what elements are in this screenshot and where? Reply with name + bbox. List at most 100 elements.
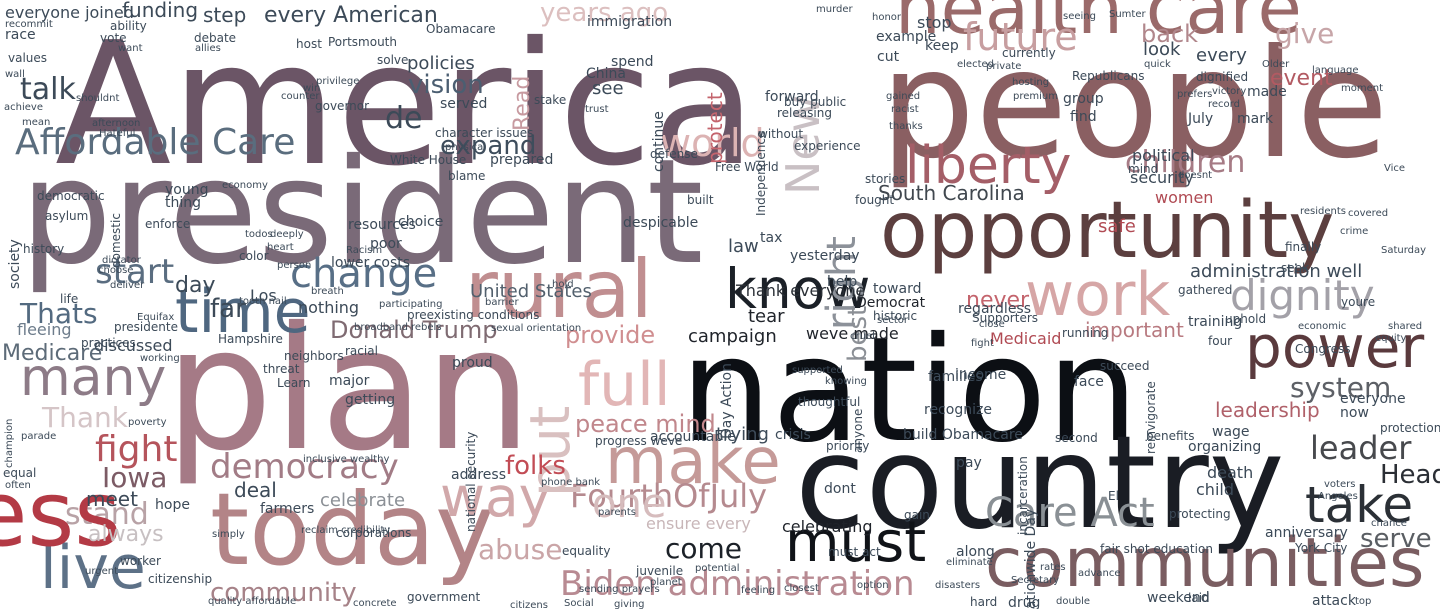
- word-care-act: Care Act: [985, 490, 1155, 536]
- word-spend: spend: [611, 54, 654, 70]
- word-abuse: abuse: [478, 533, 563, 566]
- word-build-obamacare: build Obamacare: [903, 427, 1023, 443]
- word-address: address: [451, 467, 507, 483]
- word-shouldnt: shouldnt: [76, 93, 120, 104]
- word-live: live: [40, 533, 146, 603]
- word-economic: economic: [1298, 321, 1347, 332]
- word-income: income: [955, 367, 1007, 383]
- word-win: win: [303, 83, 321, 94]
- word-law: law: [728, 236, 759, 257]
- word-knowing: knowing: [825, 376, 867, 387]
- word-find: find: [1070, 109, 1097, 125]
- word-funding: funding: [122, 0, 199, 22]
- word-take: take: [1305, 476, 1414, 534]
- word-world: world: [660, 121, 765, 165]
- word-youre: youre: [1341, 295, 1376, 309]
- word-recognize: recognize: [924, 402, 992, 418]
- word-children: children: [1125, 145, 1246, 180]
- word-white-house: White House: [390, 153, 467, 167]
- word-july: July: [1188, 111, 1214, 127]
- word-dignity: dignity: [1230, 271, 1375, 320]
- word-back: back: [1141, 20, 1199, 48]
- word-feeling: feeling: [741, 585, 776, 596]
- word-progress-weve: progress weve: [595, 434, 683, 448]
- word-health-care: health care: [895, 0, 1302, 50]
- word-parents: parents: [598, 507, 636, 518]
- word-elected: elected: [957, 59, 995, 70]
- word-everyone-joined: everyone joined: [5, 3, 134, 22]
- word-future: future: [963, 15, 1078, 59]
- word-democracy: democracy: [210, 447, 399, 487]
- word-releasing: releasing: [777, 106, 832, 120]
- word-york-city: York City: [1295, 541, 1348, 555]
- word-angeles: Angeles: [1318, 491, 1358, 502]
- word-hampshire: Hampshire: [218, 332, 283, 346]
- word-thanks: thanks: [889, 121, 923, 132]
- word-saturday: Saturday: [1381, 245, 1427, 256]
- word-chance: chance: [1371, 518, 1407, 529]
- word-planet: planet: [650, 577, 682, 588]
- word-people: people: [880, 18, 1389, 192]
- word-sumter: Sumter: [1109, 9, 1146, 20]
- word-buy-public: buy public: [784, 95, 847, 109]
- word-yesterday: yesterday: [790, 248, 860, 264]
- word-host: host: [296, 37, 322, 51]
- word-thats: Thats: [20, 297, 98, 330]
- word-hateful: Hateful: [99, 128, 136, 139]
- word-anniversary: anniversary: [1265, 525, 1348, 541]
- word-give: give: [1275, 17, 1335, 50]
- word-discussed: discussed: [94, 336, 173, 355]
- word-advance: advance: [1078, 568, 1121, 579]
- word-death: death: [1207, 463, 1254, 482]
- word-mean: mean: [22, 117, 51, 128]
- word-fleeing: fleeing: [17, 320, 72, 339]
- word-choice: choice: [398, 214, 444, 230]
- word-four: four: [1208, 334, 1233, 348]
- word-lower-costs: lower costs: [331, 255, 411, 271]
- word-built: built: [687, 193, 714, 207]
- word-getting: getting: [345, 392, 396, 408]
- word-rebels: rebels: [411, 322, 442, 333]
- word-years-ago: years ago: [540, 0, 669, 28]
- word-language: language: [1312, 65, 1359, 76]
- word-want: want: [118, 43, 143, 54]
- word-fight: fight: [95, 429, 178, 470]
- word-gain: gain: [904, 508, 930, 522]
- word-enforce: enforce: [145, 217, 191, 231]
- word-premium: premium: [1013, 91, 1058, 102]
- word-thank-everyone: Thank everyone: [736, 281, 866, 300]
- word-hope: hope: [155, 497, 190, 513]
- word-look: look: [1143, 39, 1181, 60]
- word-plan: plan: [165, 291, 533, 489]
- word-example: example: [876, 29, 937, 45]
- word-citizens: citizens: [510, 600, 548, 609]
- word-government: government: [407, 590, 481, 604]
- word-recommit: recommit: [5, 19, 53, 30]
- word-neighbors: neighbors: [284, 349, 344, 363]
- word-shared: shared: [1388, 321, 1423, 332]
- word-dont: dont: [824, 481, 856, 497]
- word-one: one: [592, 481, 667, 527]
- word-step: step: [203, 3, 247, 27]
- word-de: de: [385, 101, 423, 136]
- word-leadership: leadership: [1215, 398, 1320, 422]
- word-democratic: democratic: [37, 189, 105, 203]
- word-leader: leader: [1310, 429, 1412, 467]
- word-security: security: [1130, 168, 1194, 187]
- word-women: women: [1155, 188, 1214, 207]
- word-event: event: [1270, 66, 1333, 91]
- word-practices: practices: [81, 336, 136, 350]
- word-time: time: [175, 277, 311, 347]
- word-without: without: [758, 127, 804, 141]
- word-priority: priority: [826, 439, 870, 453]
- word-threat: threat: [263, 362, 300, 376]
- word-way: way: [440, 465, 552, 529]
- word-president: president: [20, 128, 704, 297]
- word-regardless: regardless: [958, 301, 1032, 317]
- word-protect: protect: [703, 92, 727, 164]
- word-safe: safe: [1098, 216, 1136, 237]
- word-values: values: [8, 51, 48, 65]
- word-accountable: accountable: [650, 429, 736, 445]
- word-double: double: [1056, 596, 1091, 607]
- word-deeply: deeply: [270, 229, 304, 240]
